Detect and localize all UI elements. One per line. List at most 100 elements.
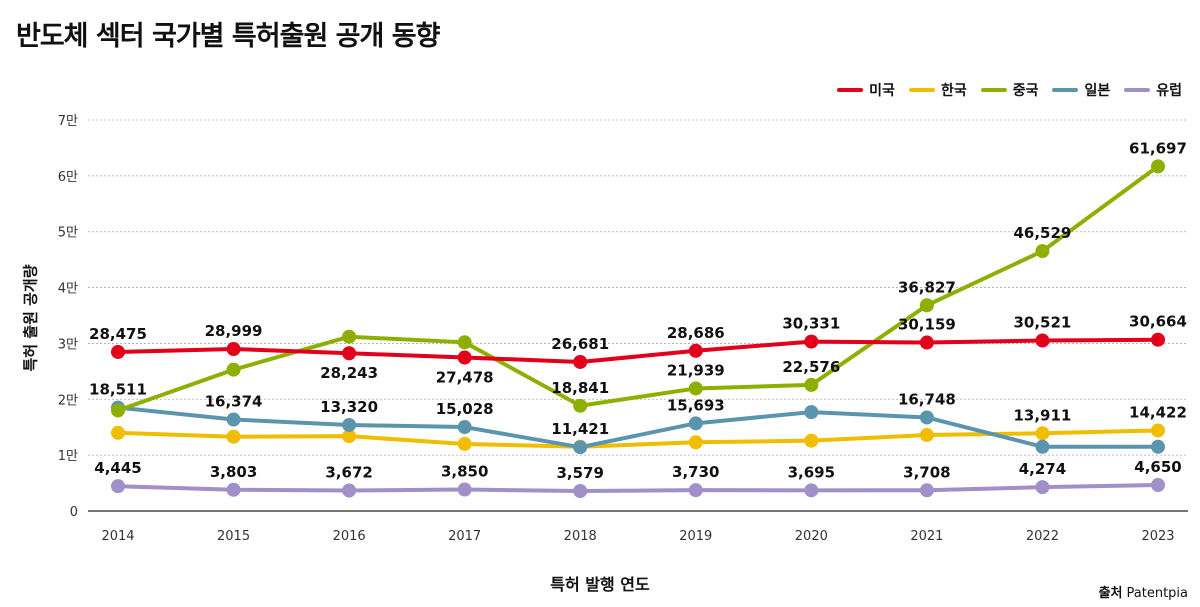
- x-tick-label: 2021: [910, 529, 943, 544]
- data-point: [573, 354, 588, 369]
- legend-label-japan: 일본: [1084, 83, 1111, 99]
- data-label: 21,939: [667, 361, 725, 379]
- series-line: [116, 405, 1160, 450]
- data-label: 3,803: [210, 463, 257, 481]
- data-point: [457, 335, 472, 350]
- data-point: [573, 398, 588, 413]
- legend: 미국 한국 중국 일본 유럽: [837, 80, 1182, 100]
- legend-item-usa: 미국: [837, 80, 895, 100]
- data-point: [111, 479, 125, 494]
- x-tick-label: 2019: [679, 529, 712, 544]
- legend-swatch-usa: [837, 88, 864, 92]
- data-label: 13,320: [320, 398, 378, 416]
- data-point: [342, 429, 357, 444]
- data-point: [688, 435, 703, 450]
- x-tick-label: 2018: [564, 529, 597, 544]
- data-label: 16,374: [205, 393, 263, 411]
- data-point: [342, 329, 357, 344]
- series-line: [116, 337, 1160, 364]
- x-tick-label: 2014: [101, 529, 134, 544]
- series-line: [116, 164, 1160, 413]
- data-point: [226, 362, 241, 377]
- data-point: [1151, 159, 1165, 174]
- series-line: [116, 483, 1160, 494]
- data-label: 30,331: [782, 315, 840, 333]
- legend-label-europe: 유럽: [1156, 83, 1182, 99]
- data-point: [1151, 423, 1165, 438]
- data-label: 14,422: [1129, 403, 1187, 421]
- data-point: [1151, 478, 1165, 493]
- series-line: [116, 428, 1160, 449]
- y-tick-label: 7만: [58, 114, 78, 129]
- chart-title: 반도체 섹터 국가별 특허출원 공개 동향: [16, 21, 440, 52]
- data-point: [919, 298, 934, 313]
- source-credit: 출처 Patentpia: [1099, 582, 1188, 601]
- data-point: [457, 482, 472, 497]
- data-point: [457, 420, 472, 435]
- data-label: 15,028: [436, 400, 494, 418]
- data-point: [226, 342, 241, 357]
- data-point: [111, 344, 125, 359]
- data-point: [804, 483, 819, 498]
- data-label: 30,664: [1129, 313, 1187, 331]
- legend-item-china: 중국: [980, 80, 1039, 100]
- data-label: 61,697: [1129, 139, 1187, 157]
- legend-label-usa: 미국: [869, 83, 895, 99]
- data-point: [342, 346, 357, 361]
- legend-label-china: 중국: [1012, 83, 1039, 99]
- data-label: 36,827: [898, 278, 956, 296]
- data-point: [226, 429, 241, 444]
- data-label: 3,695: [788, 463, 835, 481]
- data-point: [1151, 332, 1165, 347]
- data-label: 30,159: [898, 316, 956, 334]
- data-point: [804, 405, 819, 420]
- y-tick-label: 5만: [58, 226, 78, 241]
- data-point: [1035, 244, 1050, 259]
- x-tick-label: 2015: [217, 529, 250, 544]
- data-label: 3,579: [556, 464, 603, 482]
- data-label: 18,511: [89, 381, 147, 399]
- data-point: [573, 440, 588, 455]
- data-point: [226, 412, 241, 427]
- data-point: [804, 377, 819, 392]
- data-point: [919, 410, 934, 425]
- x-tick-label: 2016: [333, 529, 366, 544]
- data-label: 28,243: [320, 364, 378, 382]
- y-tick-label: 0: [70, 505, 78, 520]
- data-point: [919, 483, 934, 498]
- y-tick-label: 4만: [58, 282, 78, 297]
- data-point: [1035, 439, 1050, 454]
- data-label: 13,911: [1013, 406, 1071, 424]
- data-label: 15,693: [667, 396, 725, 414]
- data-label: 26,681: [551, 335, 609, 353]
- data-label: 4,650: [1134, 458, 1181, 476]
- data-point: [919, 335, 934, 350]
- data-label: 46,529: [1013, 224, 1071, 242]
- data-point: [1151, 439, 1165, 454]
- data-point: [1035, 426, 1050, 441]
- data-point: [688, 483, 703, 498]
- data-label: 4,445: [94, 459, 141, 477]
- data-point: [1035, 333, 1050, 348]
- x-axis-label: 특허 발행 연도: [550, 575, 650, 594]
- source-name: Patentpia: [1126, 586, 1188, 601]
- y-axis-label: 특허 출원 공개량: [21, 264, 40, 372]
- legend-swatch-japan: [1052, 88, 1079, 92]
- data-point: [226, 482, 241, 497]
- y-tick-label: 3만: [58, 337, 78, 352]
- data-label: 22,576: [782, 358, 840, 376]
- data-label: 18,841: [551, 379, 609, 397]
- data-point: [111, 425, 125, 440]
- data-point: [342, 417, 357, 432]
- x-tick-label: 2023: [1141, 529, 1174, 544]
- legend-swatch-china: [980, 88, 1007, 92]
- data-point: [457, 350, 472, 365]
- y-tick-label: 2만: [58, 393, 78, 408]
- data-point: [919, 428, 934, 443]
- data-point: [804, 433, 819, 448]
- data-label: 28,475: [89, 325, 147, 343]
- legend-item-korea: 한국: [908, 80, 967, 100]
- legend-label-korea: 한국: [940, 83, 967, 99]
- x-tick-label: 2020: [795, 529, 828, 544]
